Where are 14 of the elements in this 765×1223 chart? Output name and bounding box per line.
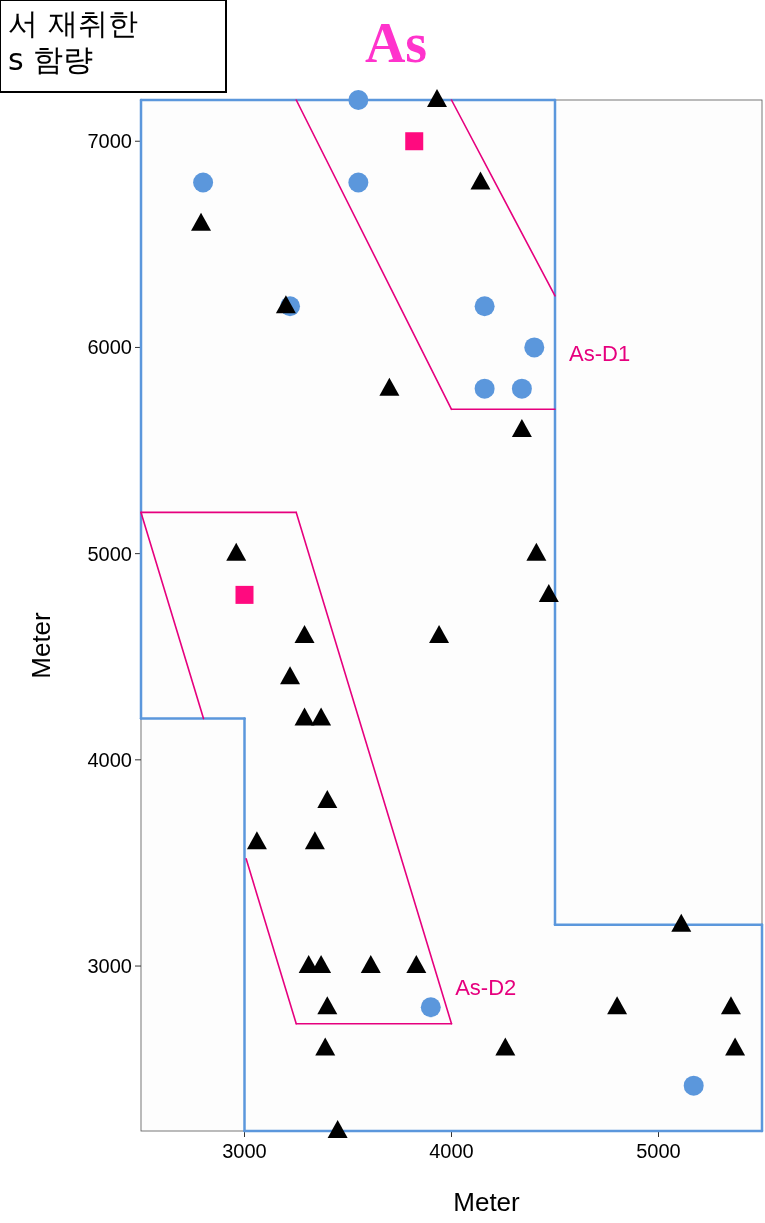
x-axis-title: Meter [453, 1187, 521, 1217]
chart-title: As [364, 12, 428, 74]
y-tick-label: 5000 [87, 542, 132, 565]
x-tick-label: 3000 [222, 1140, 267, 1162]
x-tick-label: 4000 [429, 1140, 474, 1162]
y-tick-label: 3000 [87, 955, 132, 978]
y-tick-label: 4000 [87, 748, 132, 771]
annotation: As-D1 [569, 340, 631, 366]
note-box: 서 재취한 s 함량 [0, 0, 227, 93]
y-axis-title: Meter [26, 611, 56, 679]
y-tick-label: 6000 [87, 336, 132, 359]
x-tick-label: 5000 [636, 1140, 681, 1162]
annotation: As-D2 [455, 974, 517, 1000]
y-tick-label: 7000 [87, 130, 132, 153]
